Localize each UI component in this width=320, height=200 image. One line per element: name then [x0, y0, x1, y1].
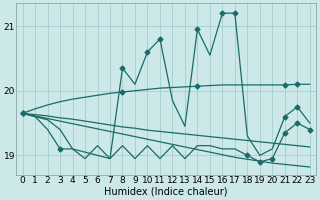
- X-axis label: Humidex (Indice chaleur): Humidex (Indice chaleur): [104, 187, 228, 197]
